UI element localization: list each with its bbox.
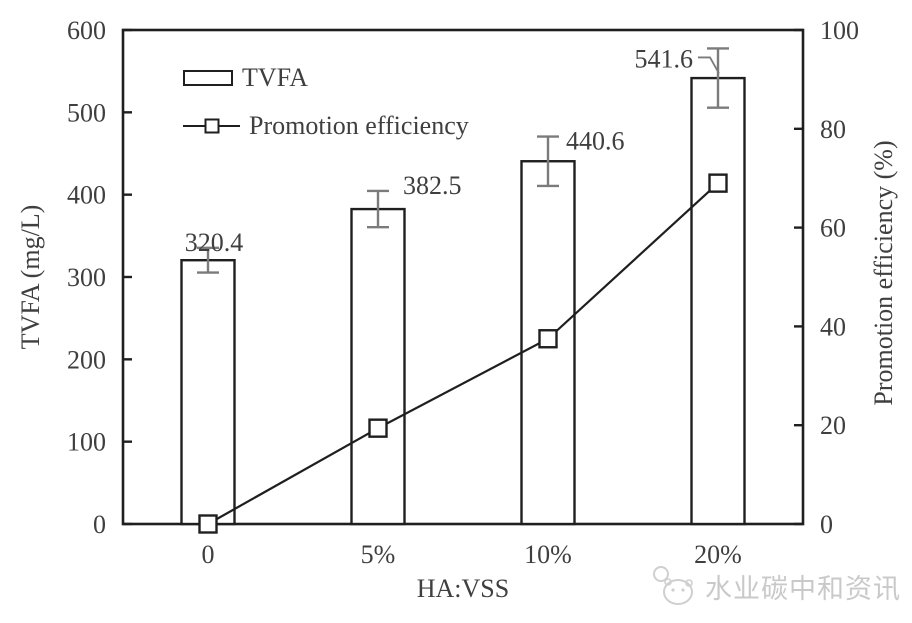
svg-text:0: 0 [93, 510, 106, 539]
svg-text:320.4: 320.4 [185, 228, 244, 257]
legend-label-promotion-efficiency: Promotion efficiency [249, 111, 469, 140]
svg-text:200: 200 [67, 345, 106, 374]
svg-text:60: 60 [820, 214, 846, 243]
legend-label-tvfa: TVFA [242, 63, 308, 92]
left-axis-title: TVFA (mg/L) [16, 204, 45, 350]
svg-text:600: 600 [67, 16, 106, 45]
right-axis-title: Promotion efficiency (%) [869, 140, 898, 406]
line-marker-symbol-icon [183, 117, 240, 135]
bar-symbol-icon [183, 70, 233, 86]
svg-text:0: 0 [202, 540, 215, 569]
svg-text:0: 0 [820, 510, 833, 539]
x-axis-title: HA:VSS [416, 574, 510, 603]
svg-text:10%: 10% [524, 540, 572, 569]
svg-text:300: 300 [67, 263, 106, 292]
svg-text:100: 100 [67, 428, 106, 457]
svg-text:400: 400 [67, 181, 106, 210]
svg-text:20%: 20% [694, 540, 742, 569]
svg-text:100: 100 [820, 16, 859, 45]
svg-text:80: 80 [820, 115, 846, 144]
svg-text:440.6: 440.6 [566, 127, 625, 156]
legend-item-promotion-efficiency: Promotion efficiency [183, 109, 469, 143]
legend-item-tvfa: TVFA [183, 61, 308, 95]
svg-text:20: 20 [820, 411, 846, 440]
watermark-text: 水业碳中和资讯 [705, 573, 901, 604]
watermark: 水业碳中和资讯 [648, 560, 901, 612]
panda-face-icon [653, 566, 693, 605]
svg-text:382.5: 382.5 [403, 171, 462, 200]
svg-text:541.6: 541.6 [635, 44, 694, 73]
svg-text:40: 40 [820, 312, 846, 341]
svg-text:5%: 5% [361, 540, 396, 569]
svg-text:500: 500 [67, 98, 106, 127]
